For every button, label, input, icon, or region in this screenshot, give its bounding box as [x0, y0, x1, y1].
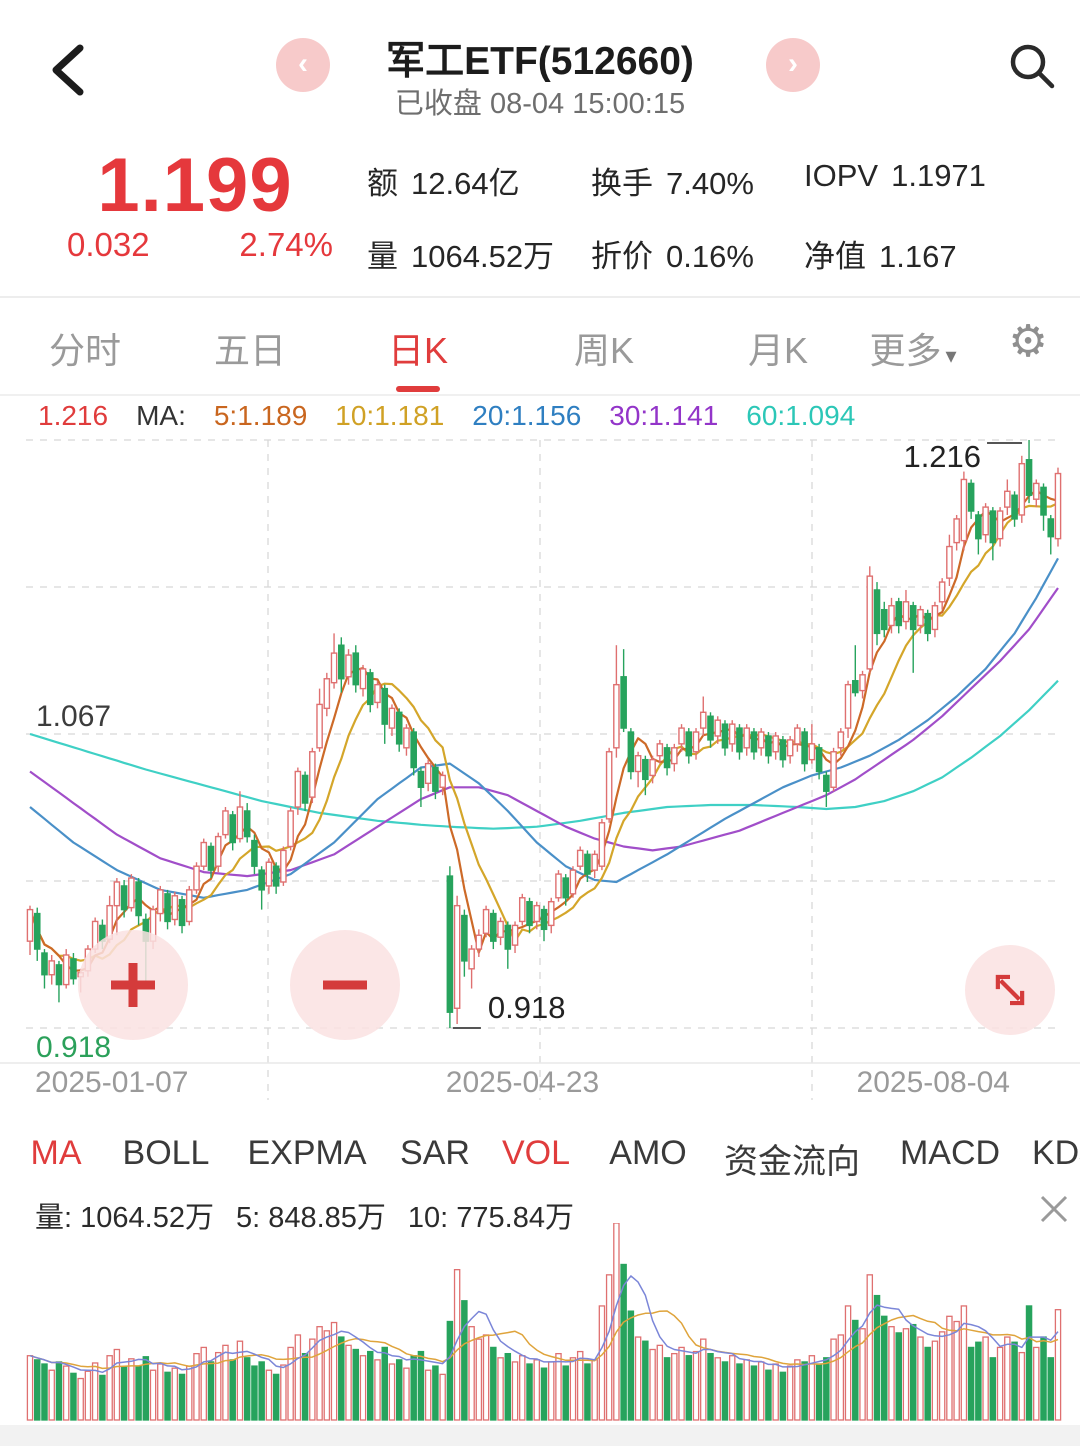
- price-change-row: 0.032 2.74%: [55, 226, 345, 264]
- legend-ma10: 10:1.181: [335, 400, 445, 431]
- stat-nav: 净值 1.167: [804, 239, 957, 274]
- indicator-tabbar: MA BOLL EXPMA SAR VOL AMO 资金流向 MACD KDJ: [0, 1122, 1080, 1188]
- volume-legend: 量: 1064.52万 5: 848.85万 10: 775.84万: [35, 1194, 574, 1236]
- stat-discount: 折价 0.16%: [591, 239, 754, 274]
- indicator-tab-expma[interactable]: EXPMA: [247, 1134, 367, 1172]
- stat-iopv: IOPV 1.1971: [804, 158, 986, 193]
- svg-text:0.918: 0.918: [36, 1031, 111, 1064]
- legend-ma20: 20:1.156: [472, 400, 582, 431]
- period-tabbar: 分时 五日 日K 周K 月K 更多 ▾ ⚙: [0, 296, 1080, 396]
- price-change: 0.032: [67, 226, 150, 263]
- page-title: 军工ETF(512660): [386, 40, 694, 83]
- gear-icon[interactable]: ⚙: [1008, 317, 1048, 366]
- more-triangle-icon: ▾: [945, 343, 957, 368]
- indicator-tab-boll[interactable]: BOLL: [122, 1134, 210, 1172]
- minus-icon: [323, 980, 367, 990]
- legend-ma-prefix: MA:: [136, 400, 186, 431]
- x-axis-dates: 2025-01-07 2025-04-23 2025-08-04: [35, 1066, 1010, 1100]
- date-label-end: 2025-08-04: [856, 1066, 1010, 1099]
- legend-ma30: 30:1.141: [609, 400, 719, 431]
- close-indicator-icon[interactable]: [1034, 1189, 1074, 1229]
- zoom-out-button[interactable]: [290, 930, 400, 1040]
- stat-volume: 量 1064.52万: [367, 239, 555, 274]
- back-icon[interactable]: [46, 42, 90, 98]
- svg-text:0.918: 0.918: [488, 990, 566, 1025]
- indicator-tab-ma[interactable]: MA: [30, 1134, 82, 1172]
- quote-stats: 额 12.64亿 换手 7.40% IOPV 1.1971 量 1064.52万 折价 0…: [367, 158, 1057, 276]
- tab-daily-k[interactable]: 日K: [388, 322, 448, 374]
- tab-monthly-k[interactable]: 月K: [747, 330, 809, 371]
- date-label-mid: 2025-04-23: [445, 1066, 600, 1099]
- candlestick-chart-canvas[interactable]: 1.216 0.918 1.067 0.918: [0, 432, 1080, 1112]
- tab-minute[interactable]: 分时: [48, 330, 122, 371]
- current-price: 1.199: [97, 143, 293, 228]
- legend-ma5: 5:1.189: [213, 400, 308, 431]
- indicator-tab-macd[interactable]: MACD: [899, 1134, 1001, 1172]
- volume-ma10: 10: 775.84万: [407, 1202, 574, 1234]
- prev-stock-button[interactable]: ‹: [276, 38, 330, 92]
- price-change-pct: 2.74%: [239, 226, 333, 263]
- ma-legend: 1.216 MA: 5:1.189 10:1.181 20:1.156 30:1…: [38, 400, 1078, 432]
- indicator-tab-vol[interactable]: VOL: [501, 1134, 571, 1172]
- expand-arrows-icon: [995, 974, 1025, 1006]
- tab-5day[interactable]: 五日: [213, 330, 287, 371]
- stat-turnover: 换手 7.40%: [591, 166, 754, 201]
- legend-high: 1.216: [38, 400, 109, 431]
- next-stock-button[interactable]: ›: [766, 38, 820, 92]
- zoom-in-button[interactable]: [78, 930, 188, 1040]
- legend-ma60: 60:1.094: [746, 400, 856, 431]
- stat-amount: 额 12.64亿: [367, 166, 520, 201]
- volume-current: 量: 1064.52万: [35, 1202, 214, 1234]
- indicator-tab-amo[interactable]: AMO: [609, 1134, 687, 1172]
- indicator-tab-sar[interactable]: SAR: [400, 1134, 470, 1172]
- volume-ma5: 5: 848.85万: [235, 1202, 386, 1234]
- tab-more[interactable]: 更多 ▾: [869, 330, 957, 371]
- plus-icon: [111, 963, 155, 1007]
- fullscreen-button[interactable]: [965, 945, 1055, 1035]
- search-icon[interactable]: [1004, 38, 1060, 94]
- indicator-tab-kdj[interactable]: KDJ: [1032, 1134, 1080, 1172]
- tab-weekly-k[interactable]: 周K: [573, 330, 635, 371]
- svg-text:1.216: 1.216: [903, 439, 981, 474]
- volume-chart-canvas[interactable]: [0, 1223, 1080, 1425]
- date-label-start: 2025-01-07: [35, 1066, 189, 1099]
- indicator-tab-moneyflow[interactable]: 资金流向: [724, 1143, 860, 1181]
- svg-text:1.067: 1.067: [36, 700, 111, 733]
- bottom-band: [0, 1425, 1080, 1446]
- market-status: 已收盘 08-04 15:00:15: [394, 88, 686, 120]
